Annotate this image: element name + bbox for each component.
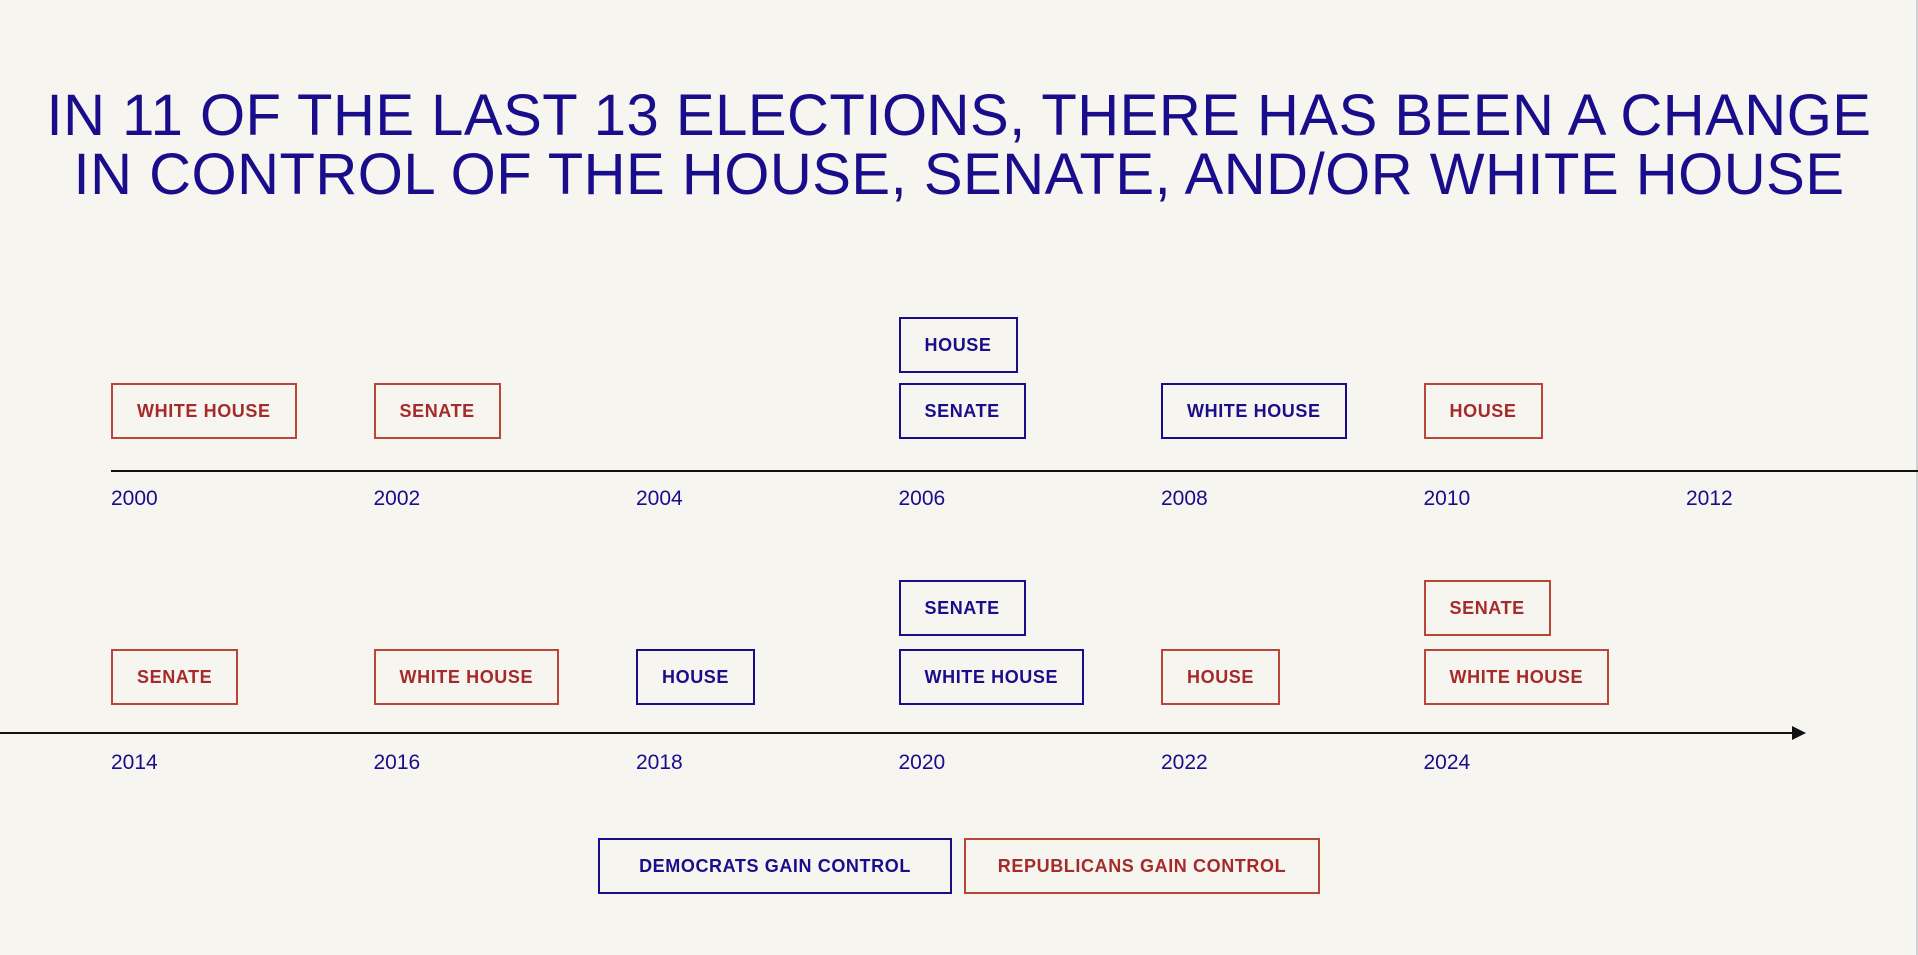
year-label: 2000 xyxy=(111,487,158,510)
year-label: 2018 xyxy=(636,751,683,774)
change-box-senate: SENATE xyxy=(898,383,1026,439)
legend-republicans: REPUBLICANS GAIN CONTROL xyxy=(964,838,1320,894)
year-label: 2022 xyxy=(1161,751,1208,774)
year-label: 2008 xyxy=(1161,487,1208,510)
arrow-head-icon xyxy=(1792,726,1806,740)
change-box-house: HOUSE xyxy=(636,649,756,705)
change-box-white-house: WHITE HOUSE xyxy=(1161,383,1347,439)
change-box-white-house: WHITE HOUSE xyxy=(898,649,1085,705)
title-line-1: IN 11 OF THE LAST 13 ELECTIONS, THERE HA… xyxy=(46,83,1872,148)
change-box-senate: SENATE xyxy=(898,580,1026,636)
year-label: 2004 xyxy=(636,487,683,510)
change-box-white-house: WHITE HOUSE xyxy=(1423,649,1610,705)
change-box-senate: SENATE xyxy=(111,649,239,705)
timeline-axis-2 xyxy=(0,732,1793,734)
change-box-senate: SENATE xyxy=(373,383,501,439)
change-box-house: HOUSE xyxy=(1423,383,1543,439)
legend-democrats: DEMOCRATS GAIN CONTROL xyxy=(598,838,952,894)
year-label: 2010 xyxy=(1423,487,1471,510)
timeline-axis-1 xyxy=(111,470,1918,472)
page-title: IN 11 OF THE LAST 13 ELECTIONS, THERE HA… xyxy=(0,86,1918,204)
year-label: 2014 xyxy=(111,751,158,774)
year-label: 2006 xyxy=(898,487,946,510)
change-box-white-house: WHITE HOUSE xyxy=(373,649,560,705)
year-label: 2012 xyxy=(1686,487,1733,510)
year-label: 2002 xyxy=(373,487,421,510)
change-box-house: HOUSE xyxy=(1161,649,1281,705)
change-box-senate: SENATE xyxy=(1423,580,1551,636)
year-label: 2020 xyxy=(898,751,946,774)
title-line-2: IN CONTROL OF THE HOUSE, SENATE, AND/OR … xyxy=(73,142,1845,207)
change-box-white-house: WHITE HOUSE xyxy=(111,383,297,439)
change-box-house: HOUSE xyxy=(898,317,1018,373)
year-label: 2016 xyxy=(373,751,421,774)
year-label: 2024 xyxy=(1423,751,1471,774)
